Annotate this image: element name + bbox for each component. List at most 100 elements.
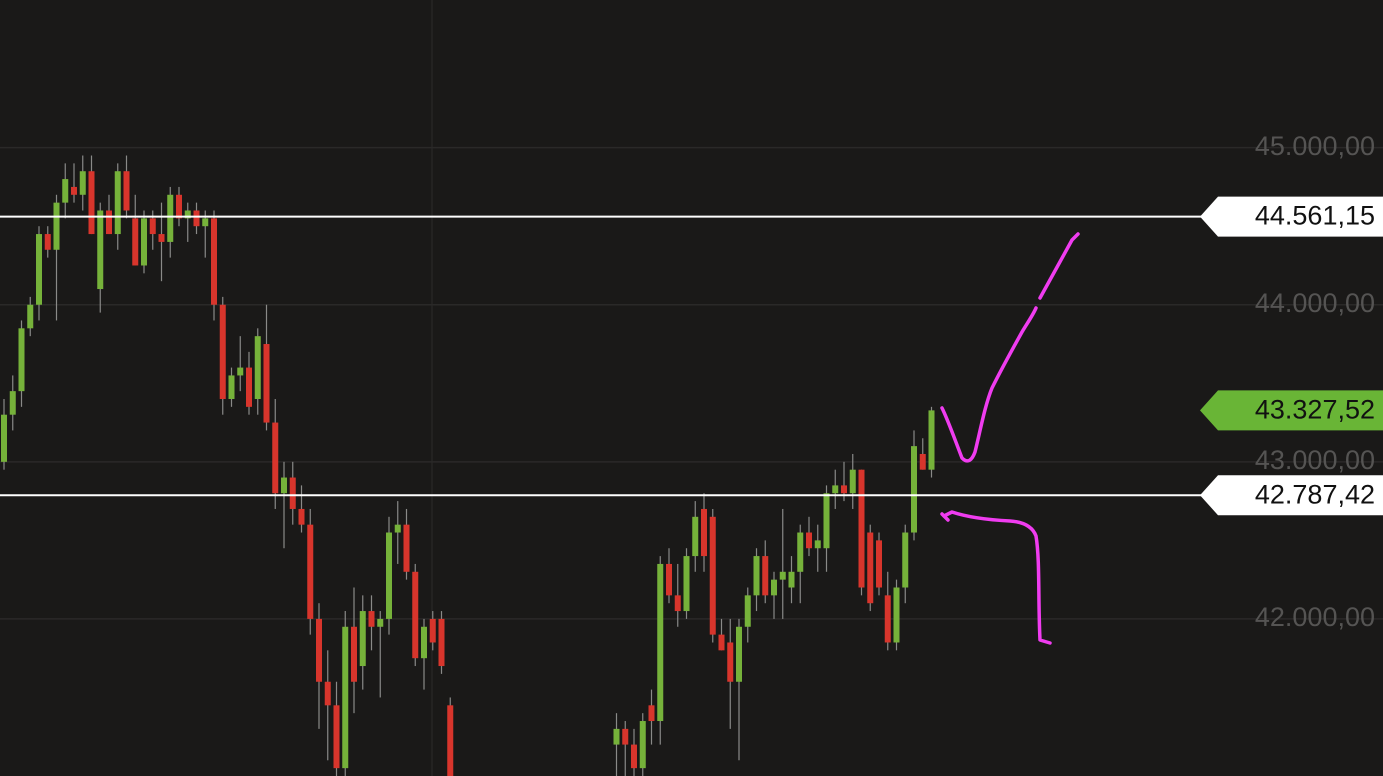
candle-body (692, 516, 699, 557)
grid: 42.000,00 43.000,00 44.000,00 45.000,00 (0, 131, 1383, 632)
candle-body (849, 469, 856, 494)
candle-body (788, 571, 795, 588)
drawn-arrow-up (940, 306, 1038, 463)
candle-body (141, 218, 147, 266)
candle-body (858, 469, 865, 588)
candle-body (832, 485, 839, 494)
candle-body (403, 524, 410, 572)
candle-body (263, 344, 270, 423)
drawn-arrow-tip (1038, 232, 1080, 300)
candle-body (123, 171, 130, 211)
candle-body (298, 508, 305, 525)
price-lines: 44.561,15 42.787,42 43.327,52 (0, 196, 1383, 516)
candle-body (324, 681, 331, 706)
candle-body (902, 532, 909, 588)
candle-body (867, 532, 874, 604)
annotation-drawing (940, 232, 1080, 645)
candle-body (342, 626, 349, 769)
candle-body (9, 391, 16, 415)
candle-body (412, 571, 419, 659)
y-tick-label: 45.000,00 (1255, 131, 1375, 161)
candle-body (88, 171, 95, 235)
candle-body (394, 524, 401, 533)
candle-body (762, 556, 769, 596)
y-tick-label: 44.000,00 (1255, 288, 1375, 318)
candle-body (219, 304, 226, 399)
candle-body (648, 705, 655, 722)
candle-body (421, 626, 427, 659)
candle-body (683, 556, 690, 612)
drawn-tick (940, 512, 950, 522)
candle-body (211, 218, 217, 305)
candle-body (44, 234, 51, 250)
candle-body (149, 218, 156, 235)
candle-body (876, 540, 882, 588)
candle-body (202, 218, 209, 227)
candle-body (167, 194, 174, 242)
candle-body (814, 540, 821, 549)
candle-body (71, 186, 77, 195)
candle-body (709, 516, 716, 635)
candle-body (333, 705, 340, 769)
candle-body (727, 642, 734, 682)
y-tick-label: 43.000,00 (1255, 445, 1375, 475)
candle-body (701, 508, 707, 557)
candle-body (622, 728, 629, 745)
candle-body (666, 563, 672, 596)
candle-body (797, 532, 804, 572)
candle-body (36, 234, 42, 305)
candle-body (639, 721, 646, 769)
candle-body (438, 618, 445, 667)
candle-body (176, 194, 182, 219)
price-tag (1200, 196, 1383, 237)
candle-body (254, 336, 261, 399)
candle-body (928, 410, 935, 470)
candle-body (79, 171, 86, 195)
candle-body (736, 626, 742, 682)
y-tick-label: 42.000,00 (1255, 602, 1375, 632)
candle-body (132, 218, 139, 266)
candle-body (377, 618, 384, 627)
price-tag (1200, 390, 1383, 431)
candle-body (281, 477, 287, 494)
candle-body (806, 532, 812, 549)
candle-body (911, 446, 917, 533)
candle-body (193, 210, 200, 227)
candle-body (779, 571, 786, 580)
candle-body (289, 477, 296, 509)
price-tag-label: 42.787,42 (1255, 479, 1375, 509)
candle-body (823, 493, 830, 549)
candle-body (316, 618, 322, 682)
candle-body (97, 210, 104, 290)
candle-body (386, 532, 392, 619)
candle-body (18, 328, 25, 392)
candle-body (228, 375, 235, 399)
candle-body (53, 202, 60, 250)
candle-body (158, 234, 165, 242)
candles (1, 155, 935, 776)
candle-body (631, 744, 637, 769)
candle-body (114, 171, 121, 235)
candle-body (919, 453, 926, 470)
candle-body (771, 579, 777, 596)
price-tag-label: 44.561,15 (1255, 201, 1375, 231)
candle-body (27, 304, 34, 329)
candle-body (368, 611, 375, 627)
price-tag (1200, 475, 1383, 516)
candle-body (1, 414, 7, 462)
candle-body (237, 367, 244, 376)
candle-body (744, 595, 751, 627)
candle-body (447, 705, 454, 776)
candle-body (657, 563, 664, 722)
candle-body (184, 210, 191, 219)
candle-body (674, 595, 681, 612)
candle-body (351, 626, 357, 682)
drawn-bracket-down (942, 510, 1052, 645)
candle-body (106, 210, 112, 235)
candle-body (359, 611, 366, 667)
candle-body (893, 587, 900, 643)
candle-body (307, 524, 314, 619)
